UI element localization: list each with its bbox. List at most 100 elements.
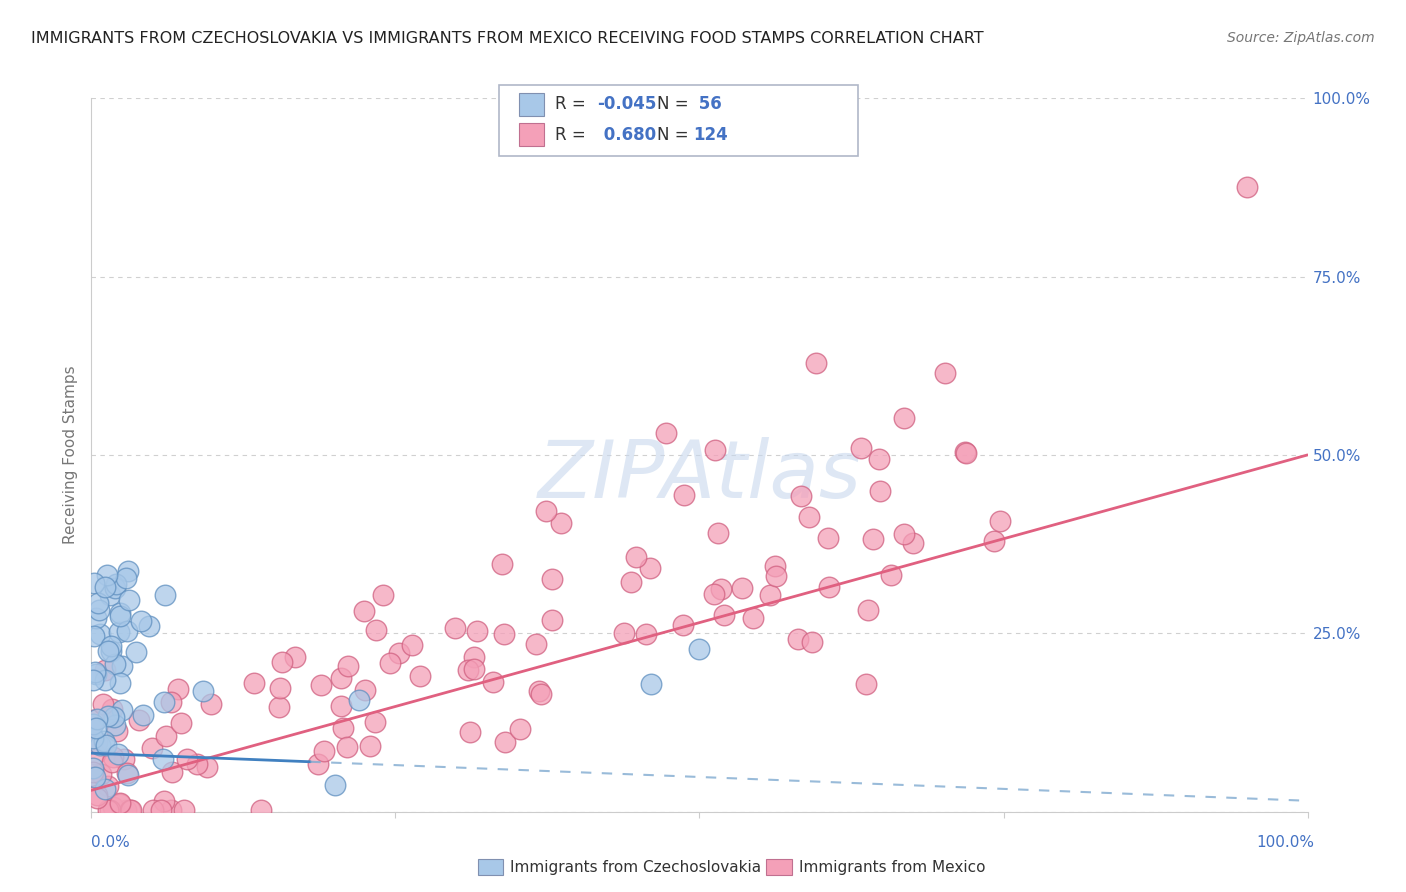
Point (704, 443, 727, 458)
Point (93, 734, 115, 748)
Point (955, 446, 977, 460)
Point (855, 677, 877, 691)
Point (84, 611, 107, 625)
Point (200, 697, 222, 711)
Text: N =: N = (657, 126, 693, 144)
Point (103, 581, 125, 595)
Point (94, 781, 117, 796)
Text: R =: R = (555, 95, 592, 113)
Point (359, 739, 381, 754)
Point (524, 637, 547, 651)
Point (465, 624, 488, 638)
Point (758, 588, 780, 602)
Point (347, 692, 370, 706)
Point (491, 557, 513, 571)
Point (83, 576, 105, 591)
Text: 56: 56 (693, 95, 721, 113)
Point (117, 768, 139, 782)
Point (800, 634, 823, 648)
Point (540, 613, 562, 627)
Point (105, 577, 128, 591)
Point (550, 516, 572, 530)
Point (97, 803, 120, 817)
Text: 124: 124 (693, 126, 728, 144)
Point (988, 514, 1011, 528)
Point (624, 550, 647, 565)
Point (307, 757, 329, 772)
Point (100, 803, 122, 817)
Point (162, 765, 184, 780)
Point (153, 794, 176, 808)
Point (797, 510, 820, 524)
Point (112, 752, 135, 766)
Text: -0.045: -0.045 (598, 95, 657, 113)
Point (83, 747, 105, 762)
Point (880, 568, 903, 582)
Point (765, 569, 787, 583)
Point (118, 593, 141, 607)
Point (86, 667, 108, 681)
Point (856, 602, 879, 616)
Point (862, 533, 884, 547)
Text: Immigrants from Mexico: Immigrants from Mexico (799, 860, 986, 874)
Point (111, 703, 134, 717)
Point (388, 646, 411, 660)
Point (804, 355, 827, 369)
Point (186, 756, 208, 771)
Point (94, 580, 117, 594)
Point (893, 526, 915, 541)
Point (91, 697, 114, 711)
Point (817, 580, 839, 594)
Point (267, 700, 290, 714)
Point (103, 800, 125, 814)
Point (673, 488, 696, 502)
Point (707, 526, 730, 541)
Point (89, 738, 111, 752)
Point (655, 425, 678, 440)
Point (131, 708, 153, 723)
Point (540, 572, 562, 586)
Y-axis label: Receiving Food Stamps: Receiving Food Stamps (63, 366, 79, 544)
Point (82, 765, 104, 780)
Point (741, 611, 763, 625)
Point (82, 731, 104, 745)
Point (104, 718, 127, 732)
Point (269, 681, 291, 696)
Point (703, 587, 725, 601)
Point (83, 629, 105, 643)
Point (463, 650, 485, 665)
Point (401, 638, 423, 652)
Point (176, 752, 198, 766)
Text: N =: N = (657, 95, 693, 113)
Point (494, 735, 516, 749)
Point (89, 603, 111, 617)
Point (243, 676, 266, 690)
Text: Immigrants from Czechoslovakia: Immigrants from Czechoslovakia (510, 860, 762, 874)
Point (1236, 180, 1258, 194)
Point (378, 656, 401, 670)
Point (312, 744, 335, 758)
Point (128, 713, 150, 727)
Point (270, 656, 292, 670)
Point (84, 722, 107, 736)
Point (953, 445, 976, 459)
Point (170, 715, 193, 730)
Point (89, 627, 111, 641)
Point (155, 729, 177, 743)
Point (114, 571, 136, 585)
Text: 100.0%: 100.0% (1257, 836, 1315, 850)
Point (108, 608, 131, 623)
Point (849, 441, 872, 455)
Point (82, 713, 104, 727)
Point (444, 621, 467, 635)
Point (100, 756, 122, 770)
Point (787, 632, 810, 646)
Point (893, 411, 915, 425)
Point (104, 657, 127, 672)
Point (86, 791, 108, 805)
Point (173, 803, 195, 817)
Point (463, 661, 485, 675)
Point (84, 665, 107, 680)
Point (142, 803, 165, 817)
Point (330, 671, 353, 685)
